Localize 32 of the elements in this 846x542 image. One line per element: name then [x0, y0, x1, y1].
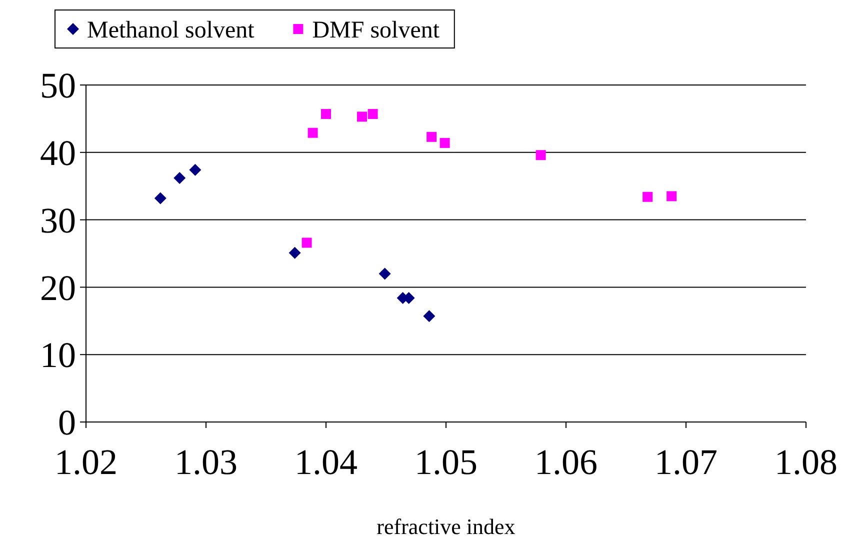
point [642, 192, 653, 202]
point [308, 128, 318, 138]
y-tick-label: 20 [40, 268, 76, 308]
y-tick-label: 40 [40, 133, 76, 173]
x-axis-title: refractive index [376, 514, 516, 539]
y-tick-label: 10 [40, 335, 76, 376]
x-tick-label: 1.08 [774, 442, 838, 482]
point [174, 172, 186, 184]
point [423, 310, 436, 322]
legend-label: Methanol solvent [87, 17, 255, 44]
point [288, 246, 301, 259]
x-tick-label: 1.07 [654, 442, 718, 482]
point [378, 268, 391, 280]
point [357, 112, 367, 122]
point [302, 238, 312, 248]
y-tick-label: 0 [58, 402, 76, 443]
point [189, 164, 202, 176]
x-tick-label: 1.03 [174, 442, 238, 482]
point [666, 191, 677, 202]
legend-label: DMF solvent [312, 17, 440, 44]
x-tick-label: 1.04 [294, 442, 358, 482]
point [368, 108, 378, 119]
y-tick-label: 50 [40, 66, 76, 106]
point [321, 108, 331, 119]
point [154, 192, 166, 204]
point [426, 132, 437, 142]
point [536, 150, 546, 160]
x-tick-label: 1.05 [414, 442, 478, 482]
x-tick-label: 1.06 [534, 442, 598, 482]
x-tick-label: 1.02 [54, 442, 118, 482]
y-tick-label: 30 [40, 200, 76, 240]
point [440, 138, 450, 148]
